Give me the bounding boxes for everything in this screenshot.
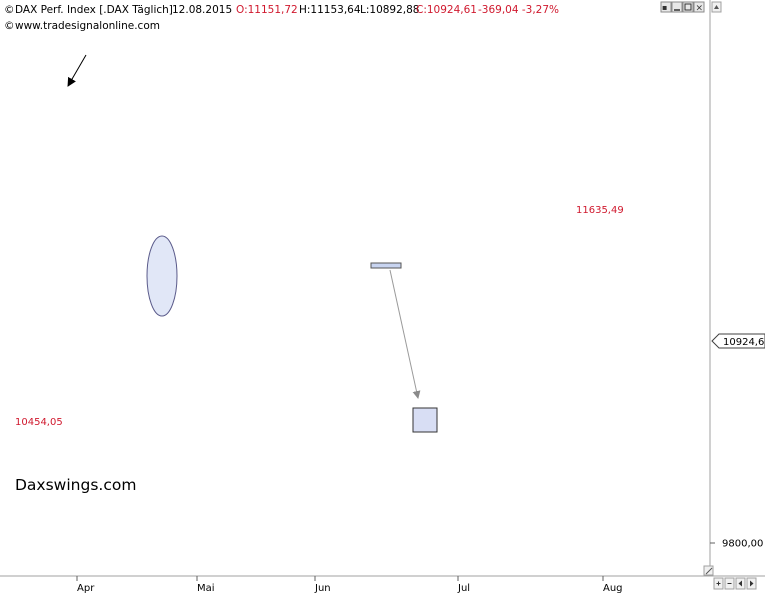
header-title: DAX Perf. Index [.DAX Täglich] (15, 4, 173, 16)
x-tick-label: Apr (77, 583, 95, 593)
price-tag: 10924,6 (711, 333, 765, 349)
header-close: C:10924,61 (416, 4, 477, 16)
y-axis-ticks: 12800,0012600,0012400,0012200,0012000,00… (710, 539, 763, 550)
watermark: Daxswings.com (15, 476, 136, 494)
scroll-up-icon (714, 5, 719, 9)
support-label: 10454,05 (15, 417, 63, 428)
window-buttons[interactable]: ▪ × (660, 1, 705, 14)
window-menu-button[interactable] (660, 1, 672, 13)
marker-rectangle (370, 262, 402, 269)
resistance-label: 11635,49 (576, 205, 624, 216)
resize-icon (705, 567, 713, 575)
header-source: www.tradesignalonline.com (15, 20, 160, 32)
projection-arrow (389, 269, 421, 399)
header: © DAX Perf. Index [.DAX Täglich] 12.08.2… (4, 4, 559, 32)
restore-icon (684, 3, 692, 11)
header-copyright-icon: © (4, 20, 15, 32)
x-axis-ticks: Apr Mai Jun Jul Aug (76, 576, 623, 593)
x-tick-label: Mai (197, 583, 215, 593)
header-open: O:11151,72 (236, 4, 298, 16)
window-minimize-button[interactable] (671, 1, 683, 13)
x-tick-label: Jun (314, 583, 331, 593)
x-tick-label: Aug (603, 583, 623, 593)
close-icon: × (696, 4, 704, 14)
y-tick-label: 9800,00 (722, 539, 763, 550)
header-low: L:10892,88 (360, 4, 420, 16)
copyright-icon: © (4, 4, 15, 16)
top-marker-arrow (67, 54, 87, 87)
window-restore-button[interactable] (682, 1, 694, 13)
header-date: 12.08.2015 (172, 4, 232, 16)
resize-handle[interactable] (703, 565, 714, 576)
zoom-in-icon (716, 581, 721, 586)
x-tick-label: Jul (457, 583, 470, 593)
window-close-button[interactable] (693, 1, 705, 13)
target-box (412, 407, 438, 433)
header-high: H:11153,64 (299, 4, 361, 16)
highlight-ellipse (146, 235, 178, 317)
price-tag-value: 10924,6 (723, 337, 764, 348)
window-menu-icon: ▪ (662, 3, 667, 12)
header-change: -369,04 -3,27% (478, 4, 559, 16)
price-tag-box (711, 333, 765, 349)
zoom-buttons[interactable] (713, 577, 757, 590)
arrow-right-icon (750, 580, 754, 587)
arrow-left-icon (738, 580, 742, 587)
